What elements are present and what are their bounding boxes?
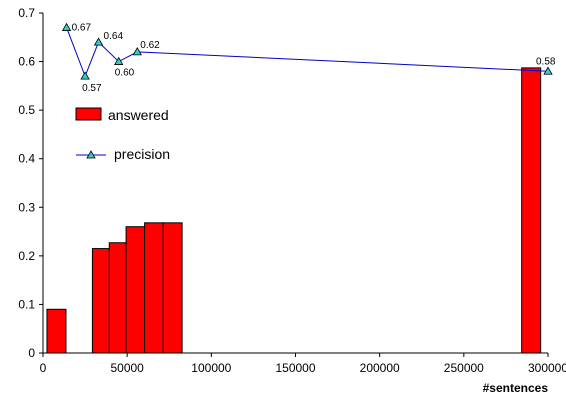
precision-point	[132, 47, 142, 56]
answered-bar	[125, 226, 146, 354]
answered-bar	[521, 67, 542, 354]
answered-bar	[144, 222, 165, 354]
y-tick-label: 0.7	[18, 6, 35, 20]
x-tick-label: 50000	[110, 361, 144, 375]
legend-precision-label: precision	[114, 146, 170, 162]
precision-data-label: 0.67	[72, 23, 92, 34]
x-tick-label: 100000	[191, 361, 231, 375]
y-tick-label: 0.5	[18, 103, 35, 117]
legend: answered precision	[75, 107, 170, 162]
precision-data-label: 0.64	[104, 31, 124, 42]
precision-data-label: 0.57	[82, 83, 102, 94]
precision-point	[114, 56, 124, 65]
precision-point	[93, 37, 104, 46]
y-tick-label: 0.4	[18, 152, 35, 166]
precision-point	[80, 71, 90, 80]
y-tick-label: 0.6	[18, 55, 35, 69]
precision-point	[543, 66, 553, 75]
precision-point	[61, 22, 72, 31]
x-tick-label: 150000	[275, 361, 315, 375]
legend-answered-swatch	[75, 107, 102, 121]
axes: 0 0.1 0.2 0.3 0.4 0.5 0.6 0.7 0 50000 100000 150000…	[18, 6, 566, 375]
legend-precision-marker	[86, 150, 96, 159]
y-tick-label: 0.3	[18, 200, 35, 214]
legend-answered-label: answered	[108, 107, 169, 123]
precision-line	[66, 27, 549, 78]
answered-bar	[108, 242, 129, 354]
precision-data-label: 0.62	[140, 40, 160, 51]
precision-data-label: 0.58	[536, 56, 556, 67]
x-tick-label: 200000	[360, 361, 400, 375]
x-tick-label: 250000	[444, 361, 484, 375]
x-tick-label: 300000	[528, 361, 566, 375]
x-axis-label: #sentences	[483, 381, 549, 395]
precision-data-label: 0.60	[115, 68, 135, 79]
answered-bar	[46, 308, 67, 354]
answered-bar	[91, 248, 112, 354]
answered-bar	[162, 222, 183, 354]
y-tick-label: 0.2	[18, 249, 35, 263]
answered-bars	[46, 67, 542, 354]
x-tick-label: 0	[40, 361, 47, 375]
y-tick-label: 0	[28, 346, 35, 360]
precision-series: 0.67 0.57 0.64 0.60 0.62 0.58	[61, 22, 556, 94]
y-tick-label: 0.1	[18, 297, 35, 311]
